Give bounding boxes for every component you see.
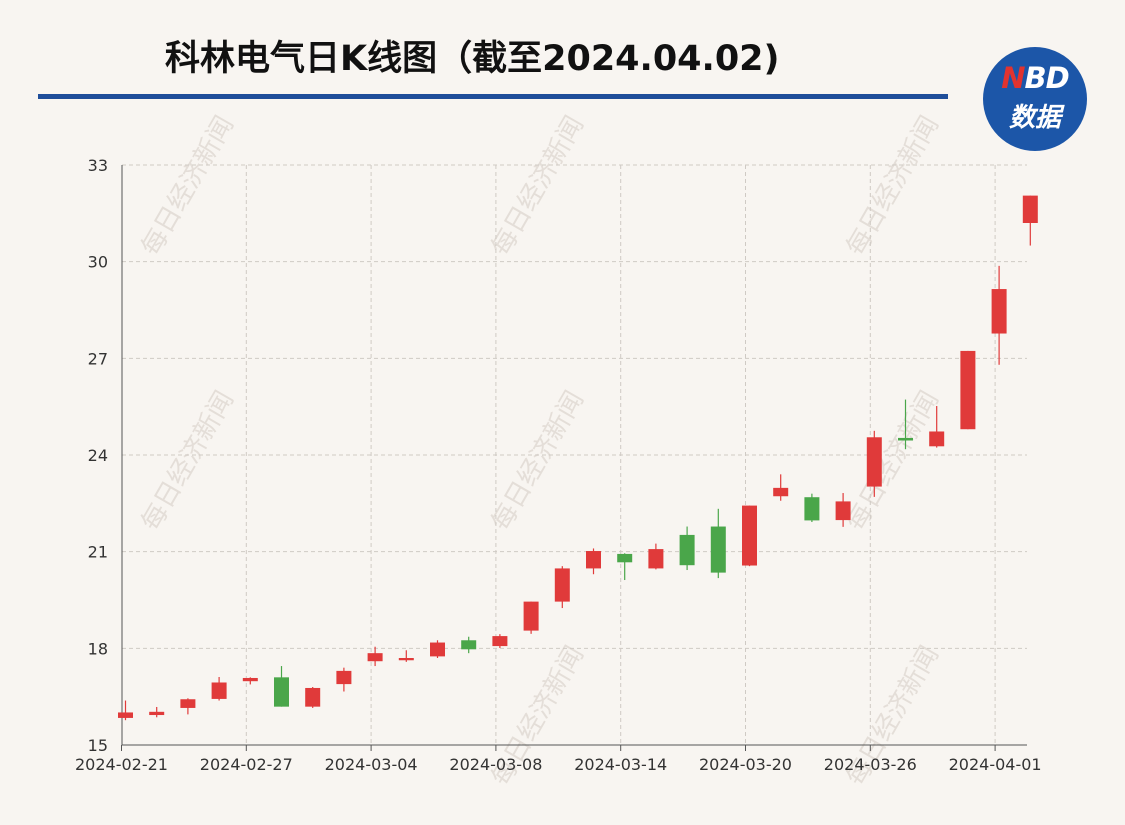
y-tick-label: 21	[88, 543, 108, 562]
x-tick-label: 2024-03-26	[824, 755, 917, 774]
candle-body	[679, 534, 695, 566]
y-tick-label: 27	[88, 349, 108, 368]
candle-body	[710, 526, 726, 573]
candle-body	[336, 670, 352, 685]
title-underline	[38, 94, 948, 99]
chart-title: 科林电气日K线图（截至2024.04.02)	[165, 39, 780, 79]
candle-body	[274, 677, 289, 707]
nbd-logo-chinese: 数据	[1008, 103, 1061, 133]
y-tick-label: 15	[88, 736, 108, 755]
candle-body	[586, 551, 601, 569]
candle-body	[804, 497, 820, 521]
candle-body	[648, 549, 664, 569]
candle-body	[835, 501, 851, 521]
candle-body	[1022, 195, 1038, 223]
candle-body	[305, 687, 321, 707]
x-tick-label: 2024-04-01	[949, 755, 1042, 774]
watermark-text: 每日经济新闻	[486, 111, 590, 261]
x-tick-label: 2024-03-04	[325, 755, 418, 774]
candle-body	[742, 505, 757, 566]
watermark-text: 每日经济新闻	[486, 386, 590, 536]
candle-body	[773, 487, 789, 497]
candle-body	[554, 568, 570, 602]
watermark-text: 每日经济新闻	[841, 386, 945, 536]
candle-body	[211, 682, 227, 699]
y-tick-label: 18	[88, 639, 108, 658]
candle-body	[523, 601, 539, 631]
x-tick-label: 2024-02-27	[200, 755, 293, 774]
x-tick-label: 2024-03-08	[449, 755, 542, 774]
x-tick-label: 2024-03-20	[699, 755, 792, 774]
candle-body	[367, 653, 383, 662]
watermark-text: 每日经济新闻	[841, 111, 945, 261]
candle-body	[898, 437, 913, 441]
nbd-logo-latin: NBD	[983, 61, 1087, 95]
candle-body	[866, 437, 882, 487]
x-tick-label: 2024-03-14	[574, 755, 667, 774]
x-tick-label: 2024-02-21	[75, 755, 168, 774]
candle-body	[461, 640, 477, 650]
candle-body	[617, 553, 633, 563]
candle-body	[398, 658, 414, 661]
y-tick-label: 30	[88, 253, 108, 272]
y-tick-label: 24	[88, 446, 108, 465]
candle-body	[929, 431, 945, 447]
candle-body	[118, 712, 133, 718]
y-tick-label: 33	[88, 156, 108, 175]
candle-body	[492, 636, 508, 647]
candle-body	[960, 350, 976, 430]
watermark-text: 每日经济新闻	[136, 386, 240, 536]
candle-body	[430, 642, 445, 657]
candle-body	[242, 677, 258, 682]
nbd-logo-bd: BD	[1024, 61, 1070, 95]
nbd-logo: NBD 数据	[983, 47, 1087, 151]
nbd-logo-n: N	[1001, 61, 1025, 95]
candle-body	[180, 699, 196, 708]
watermark-text: 每日经济新闻	[136, 111, 240, 261]
candle-body	[149, 711, 165, 716]
candle-body	[991, 289, 1007, 334]
